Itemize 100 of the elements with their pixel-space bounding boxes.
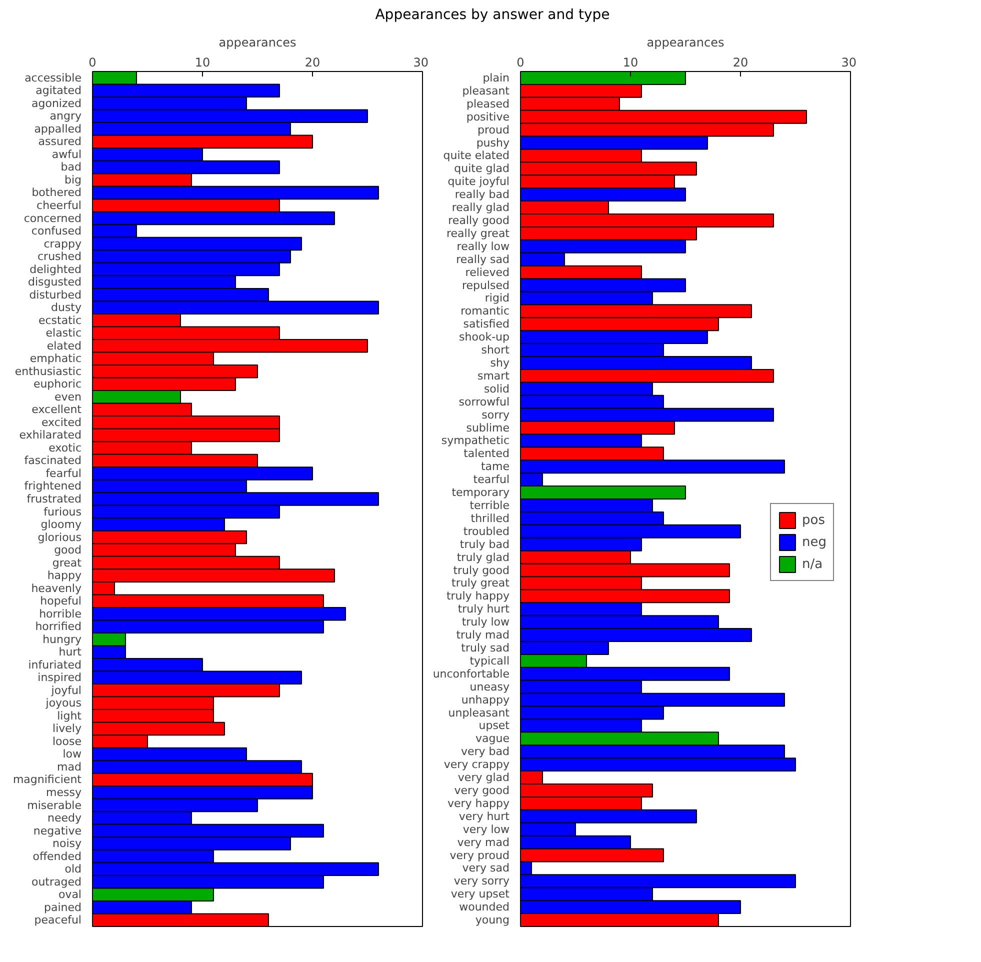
y-tick-label: very hurt: [458, 810, 510, 823]
legend-label: n/a: [802, 556, 823, 572]
y-tick-label: magnificient: [12, 773, 82, 786]
y-tick-label: heavenly: [31, 582, 82, 595]
y-tick-label: truly mad: [456, 628, 510, 642]
y-tick-label: elastic: [46, 326, 82, 340]
y-tick-label: really bad: [454, 188, 510, 202]
y-tick-label: confused: [31, 224, 82, 238]
y-tick-label: talented: [464, 447, 510, 460]
y-tick-label: positive: [466, 110, 510, 124]
y-tick-label: pleasant: [462, 84, 510, 98]
y-tick-label: relieved: [465, 266, 510, 279]
y-tick-label: quite elated: [443, 149, 510, 162]
legend-label: neg: [802, 534, 826, 550]
y-tick-label: negative: [33, 824, 82, 838]
y-tick-label: upset: [478, 719, 510, 732]
y-tick-label: quite joyful: [448, 175, 510, 188]
y-tick-label: messy: [46, 786, 82, 800]
y-tick-label: truly good: [453, 564, 510, 577]
y-tick-label: really sad: [456, 252, 510, 266]
y-tick-label: hurt: [58, 646, 82, 659]
y-tick-label: sorrowful: [458, 395, 510, 408]
y-tick-label: fearful: [46, 466, 82, 480]
y-tick-label: assured: [38, 135, 82, 148]
y-tick-label: frightened: [24, 480, 82, 493]
y-tick-label: gloomy: [40, 518, 82, 532]
y-tick-label: romantic: [460, 304, 510, 318]
y-tick-label: terrible: [470, 498, 510, 512]
y-tick-label: really good: [448, 214, 510, 227]
y-tick-label: outraged: [31, 875, 82, 888]
y-tick-label: solid: [484, 382, 510, 396]
y-tick-label: big: [64, 173, 82, 186]
y-tick-label: mad: [57, 760, 82, 774]
y-tick-label: loose: [52, 734, 82, 748]
y-tick-label: cheerful: [36, 198, 82, 212]
y-tick-label: great: [52, 556, 82, 570]
y-tick-label: euphoric: [33, 378, 82, 391]
y-tick-label: excited: [41, 416, 82, 429]
y-tick-label: noisy: [52, 837, 82, 850]
y-tick-label: appalled: [34, 122, 82, 136]
y-tick-label: exhilarated: [19, 428, 82, 442]
y-tick-label: tearful: [473, 473, 510, 486]
y-tick-label: lively: [52, 722, 82, 736]
x-tick-label: 20: [732, 56, 748, 70]
y-tick-label: unconfortable: [432, 667, 510, 680]
y-tick-label: awful: [52, 148, 82, 161]
y-tick-label: plain: [482, 71, 510, 84]
y-tick-label: pained: [44, 900, 82, 914]
y-tick-label: smart: [477, 369, 510, 382]
y-tick-label: light: [57, 709, 82, 722]
x-tick-label: 0: [88, 56, 96, 70]
y-tick-label: very upset: [450, 888, 510, 901]
y-tick-label: glorious: [38, 530, 82, 544]
y-tick-label: short: [481, 344, 510, 357]
y-tick-label: truly bad: [460, 538, 510, 551]
y-tick-label: sympathetic: [441, 434, 510, 448]
y-tick-label: quite glad: [454, 162, 510, 176]
y-tick-label: emphatic: [30, 352, 82, 366]
y-tick-label: pushy: [476, 136, 510, 150]
y-tick-label: sublime: [466, 421, 510, 434]
y-tick-label: delighted: [30, 262, 82, 276]
x-tick-label: 10: [622, 56, 638, 70]
y-tick-label: truly happy: [446, 590, 510, 603]
y-tick-label: accessible: [24, 71, 82, 84]
y-tick-label: disgusted: [28, 276, 82, 289]
y-tick-label: thrilled: [470, 512, 510, 525]
y-tick-label: frustrated: [26, 492, 82, 506]
y-tick-label: enthusiastic: [14, 364, 82, 378]
x-axis-title: appearances: [646, 36, 724, 50]
x-tick-label: 30: [841, 56, 857, 70]
y-tick-label: good: [54, 544, 82, 557]
y-tick-label: infuriated: [28, 658, 82, 672]
y-tick-label: very sorry: [454, 874, 510, 888]
y-tick-label: excellent: [32, 403, 82, 416]
y-tick-label: crappy: [44, 237, 82, 250]
y-tick-label: very low: [462, 822, 510, 836]
y-tick-label: peaceful: [34, 914, 82, 927]
y-tick-label: joyous: [44, 696, 82, 710]
y-tick-label: temporary: [452, 486, 510, 500]
y-tick-label: very glad: [458, 771, 510, 784]
y-tick-label: low: [62, 748, 82, 761]
y-tick-label: vague: [476, 732, 510, 746]
y-tick-label: truly glad: [456, 550, 510, 564]
y-tick-label: really great: [446, 226, 510, 240]
y-tick-label: rigid: [484, 292, 510, 305]
y-tick-label: troubled: [463, 524, 510, 538]
y-tick-label: disturbed: [29, 288, 82, 302]
x-tick-label: 10: [194, 56, 210, 70]
y-tick-label: elated: [46, 339, 82, 352]
x-axis-title: appearances: [218, 36, 296, 50]
y-tick-label: bad: [60, 160, 82, 174]
y-tick-label: very bad: [460, 745, 510, 758]
y-tick-label: ecstatic: [38, 314, 82, 327]
y-tick-label: very happy: [448, 796, 510, 810]
y-tick-label: oval: [58, 888, 82, 902]
y-tick-label: agonized: [31, 96, 82, 110]
y-tick-label: very mad: [457, 836, 510, 849]
y-tick-label: truly low: [462, 616, 510, 629]
x-tick-label: 0: [516, 56, 524, 70]
y-tick-label: old: [64, 862, 82, 876]
